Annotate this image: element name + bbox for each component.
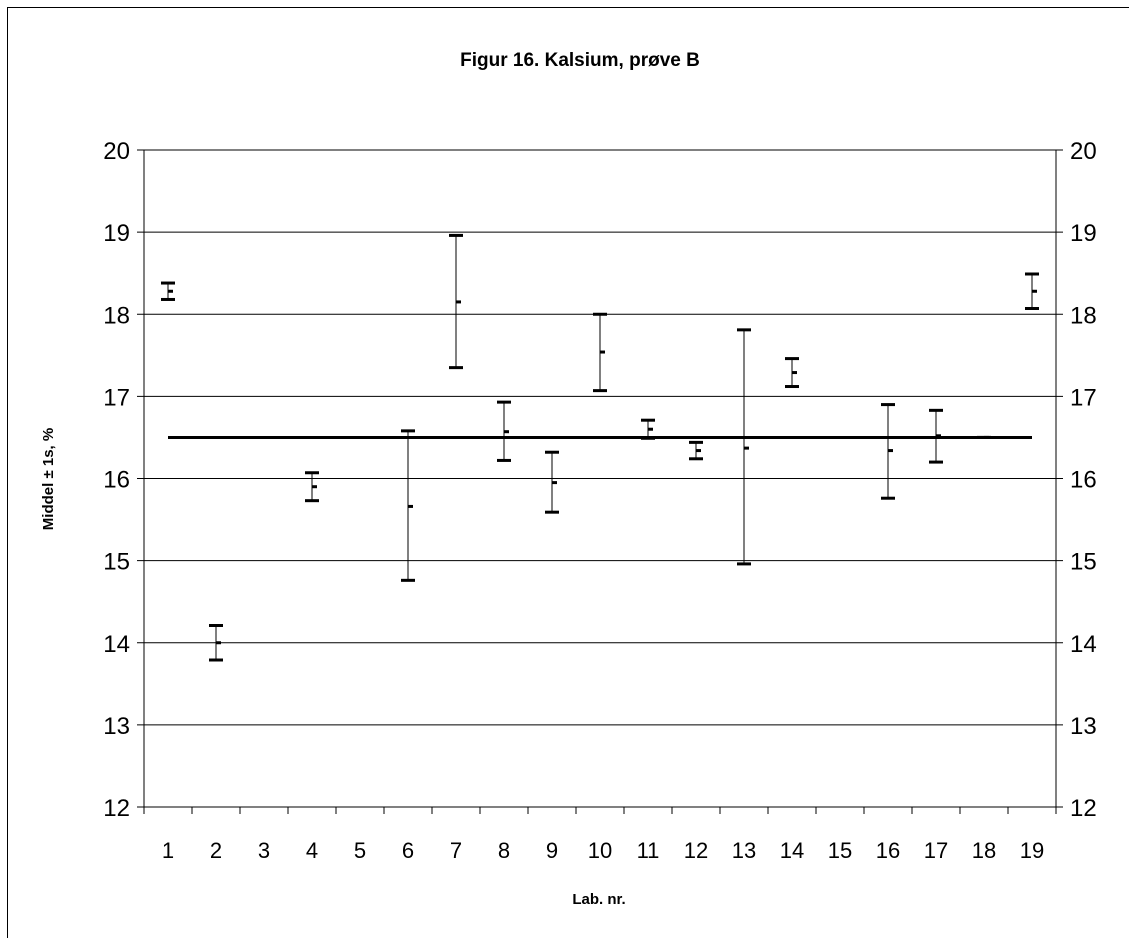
x-tick-label-18: 18 — [972, 838, 996, 863]
error-bar-lab-11 — [641, 418, 655, 440]
x-tick-label-5: 5 — [354, 838, 366, 863]
error-bar-lab-19 — [1025, 272, 1039, 311]
chart-frame — [7, 7, 1129, 938]
y-tick-label-left: 15 — [103, 549, 130, 576]
x-tick-labels: 1 2 3 4 5 6 7 8 9 10 11 12 13 14 15 16 17 18 19 — [162, 838, 1044, 863]
y-tick-label-left: 17 — [103, 384, 130, 411]
y-tick-label-right: 14 — [1070, 631, 1097, 658]
error-bar-lab-1 — [161, 281, 175, 301]
error-bar-lab-4 — [305, 471, 319, 503]
error-bar-lab-7 — [449, 233, 463, 370]
y-tick-label-left: 14 — [103, 631, 130, 658]
error-bar-lab-10 — [593, 312, 607, 393]
y-tick-labels-right: 12 13 14 15 16 17 18 19 20 — [1070, 138, 1097, 822]
y-tick-label-left: 20 — [103, 138, 130, 165]
x-tick-label-17: 17 — [924, 838, 948, 863]
y-tick-label-right: 13 — [1070, 713, 1097, 740]
error-bar-lab-16 — [881, 403, 895, 500]
chart-title: Figur 16. Kalsium, prøve B — [460, 50, 700, 71]
x-tick-label-9: 9 — [546, 838, 558, 863]
y-tick-label-right: 20 — [1070, 138, 1097, 165]
y-tick-label-right: 17 — [1070, 384, 1097, 411]
y-tick-label-right: 15 — [1070, 549, 1097, 576]
y-tick-label-left: 18 — [103, 302, 130, 329]
error-bar-lab-2 — [209, 624, 223, 662]
y-tick-label-right: 12 — [1070, 795, 1097, 822]
y-axis-label: Middel ± 1s, % — [40, 428, 57, 530]
y-tick-label-left: 16 — [103, 467, 130, 494]
error-bar-lab-9 — [545, 450, 559, 514]
axes — [137, 149, 1063, 814]
x-tick-label-14: 14 — [780, 838, 804, 863]
y-tick-labels-left: 12 13 14 15 16 17 18 19 20 — [103, 138, 130, 822]
y-tick-label-right: 19 — [1070, 220, 1097, 247]
x-tick-label-15: 15 — [828, 838, 852, 863]
x-tick-label-7: 7 — [450, 838, 462, 863]
x-tick-label-10: 10 — [588, 838, 612, 863]
x-tick-label-19: 19 — [1020, 838, 1044, 863]
error-bar-lab-8 — [497, 400, 511, 462]
error-bars — [161, 233, 1039, 662]
x-tick-label-11: 11 — [637, 838, 660, 863]
x-tick-label-6: 6 — [402, 838, 414, 863]
x-tick-label-4: 4 — [306, 838, 318, 863]
x-axis-label: Lab. nr. — [572, 891, 625, 908]
y-tick-label-right: 18 — [1070, 302, 1097, 329]
x-tick-label-13: 13 — [732, 838, 756, 863]
x-tick-label-3: 3 — [258, 838, 270, 863]
y-tick-label-right: 16 — [1070, 467, 1097, 494]
error-bar-lab-14 — [785, 357, 799, 389]
x-tick-label-1: 1 — [162, 838, 174, 863]
error-bar-lab-13 — [737, 328, 751, 566]
y-tick-label-left: 12 — [103, 795, 130, 822]
grid-lines — [144, 149, 1056, 808]
x-tick-label-12: 12 — [684, 838, 708, 863]
x-tick-label-2: 2 — [210, 838, 222, 863]
error-bar-lab-17 — [929, 408, 943, 464]
x-tick-label-8: 8 — [498, 838, 510, 863]
error-bar-lab-12 — [689, 440, 703, 461]
error-bar-lab-6 — [401, 429, 415, 582]
x-tick-label-16: 16 — [876, 838, 900, 863]
y-tick-label-left: 19 — [103, 220, 130, 247]
y-tick-label-left: 13 — [103, 713, 130, 740]
